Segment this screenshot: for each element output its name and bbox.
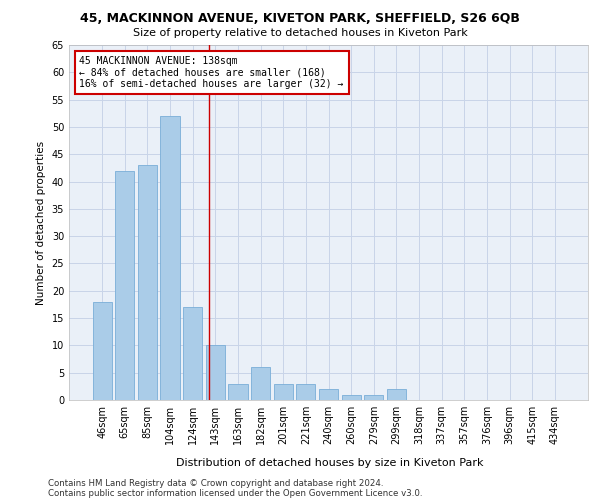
Text: Contains HM Land Registry data © Crown copyright and database right 2024.: Contains HM Land Registry data © Crown c… — [48, 478, 383, 488]
Bar — [251, 367, 270, 400]
Y-axis label: Number of detached properties: Number of detached properties — [36, 140, 46, 304]
Bar — [296, 384, 316, 400]
Bar — [115, 170, 134, 400]
Bar — [92, 302, 112, 400]
Text: Distribution of detached houses by size in Kiveton Park: Distribution of detached houses by size … — [176, 458, 484, 468]
Bar — [183, 307, 202, 400]
Bar — [387, 389, 406, 400]
Bar — [274, 384, 293, 400]
Text: Contains public sector information licensed under the Open Government Licence v3: Contains public sector information licen… — [48, 488, 422, 498]
Bar — [364, 394, 383, 400]
Bar — [341, 394, 361, 400]
Bar — [160, 116, 180, 400]
Bar — [229, 384, 248, 400]
Bar — [206, 346, 225, 400]
Text: 45, MACKINNON AVENUE, KIVETON PARK, SHEFFIELD, S26 6QB: 45, MACKINNON AVENUE, KIVETON PARK, SHEF… — [80, 12, 520, 26]
Bar — [138, 165, 157, 400]
Bar — [319, 389, 338, 400]
Text: 45 MACKINNON AVENUE: 138sqm
← 84% of detached houses are smaller (168)
16% of se: 45 MACKINNON AVENUE: 138sqm ← 84% of det… — [79, 56, 344, 89]
Text: Size of property relative to detached houses in Kiveton Park: Size of property relative to detached ho… — [133, 28, 467, 38]
